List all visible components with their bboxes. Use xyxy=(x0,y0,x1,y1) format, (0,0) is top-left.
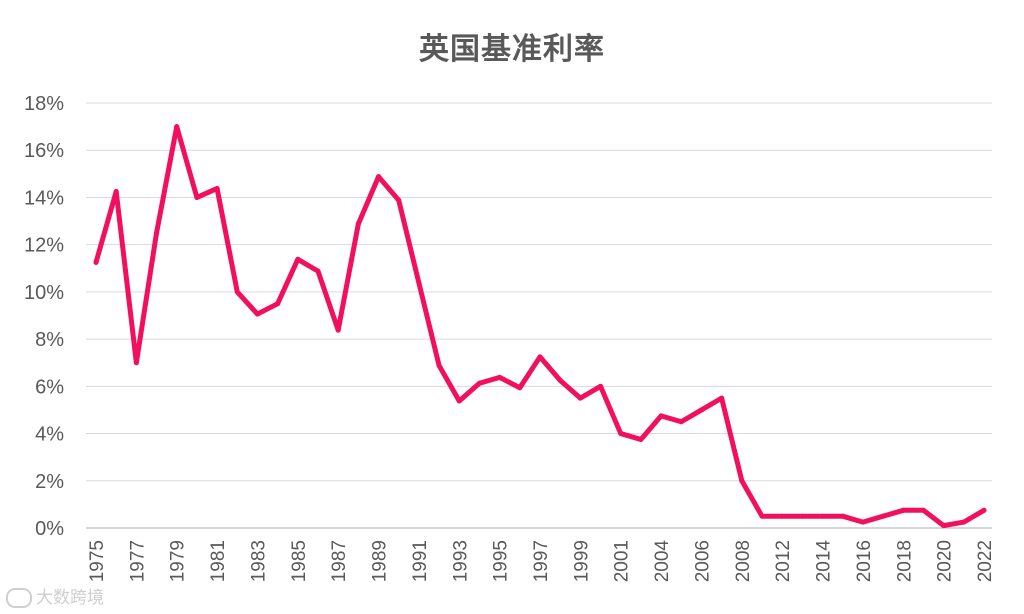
data-point xyxy=(376,174,382,180)
data-point xyxy=(900,507,906,513)
data-point xyxy=(295,256,301,262)
x-tick-label: 2006 xyxy=(692,540,713,582)
data-point xyxy=(335,327,341,333)
x-tick-label: 1983 xyxy=(248,540,269,582)
data-point xyxy=(154,230,160,236)
x-tick-label: 1997 xyxy=(531,540,552,582)
x-tick-label: 1979 xyxy=(168,540,189,582)
chart-title: 英国基准利率 xyxy=(419,32,605,67)
y-tick-label: 6% xyxy=(35,376,64,398)
data-point xyxy=(234,289,240,295)
data-point xyxy=(113,189,119,195)
x-tick-label: 1985 xyxy=(289,540,310,582)
data-point xyxy=(880,513,886,519)
y-tick-label: 2% xyxy=(35,471,64,493)
data-point xyxy=(638,436,644,442)
data-point xyxy=(698,407,704,413)
x-tick-label: 2008 xyxy=(733,540,754,582)
data-point xyxy=(719,395,725,401)
data-point xyxy=(355,221,361,227)
x-tick-label: 1987 xyxy=(329,540,350,582)
data-point xyxy=(557,377,563,383)
x-tick-label: 1995 xyxy=(491,540,512,582)
gridlines xyxy=(86,102,992,529)
x-tick-label: 1977 xyxy=(127,540,148,582)
data-point xyxy=(658,413,664,419)
watermark: 大数跨境 xyxy=(6,583,104,608)
x-tick-label: 2001 xyxy=(612,540,633,582)
data-point xyxy=(920,507,926,513)
data-point xyxy=(759,513,765,519)
x-tick-label: 1981 xyxy=(208,540,229,582)
x-tick-label: 1991 xyxy=(410,540,431,582)
data-point xyxy=(537,354,543,360)
data-point xyxy=(133,360,139,366)
data-point xyxy=(618,431,624,437)
data-point xyxy=(799,513,805,519)
data-point xyxy=(174,124,180,130)
data-point xyxy=(860,519,866,525)
data-point xyxy=(497,374,503,380)
data-point xyxy=(577,395,583,401)
x-tick-label: 2014 xyxy=(814,540,835,583)
data-point xyxy=(598,383,604,389)
data-point xyxy=(436,363,442,369)
y-axis-ticks: 0% 2% 4% 6% 8% 10% 12% 14% 16% 18% xyxy=(24,93,64,540)
data-point xyxy=(961,519,967,525)
data-point xyxy=(739,478,745,484)
x-tick-label: 1999 xyxy=(571,540,592,582)
data-point xyxy=(416,280,422,286)
data-point xyxy=(275,301,281,307)
x-tick-label: 2016 xyxy=(854,540,875,582)
x-tick-label: 2022 xyxy=(975,540,996,582)
data-point xyxy=(93,259,99,265)
y-tick-label: 14% xyxy=(24,187,64,209)
data-point xyxy=(476,380,482,386)
data-point xyxy=(254,311,260,317)
data-point xyxy=(678,419,684,425)
y-tick-label: 4% xyxy=(35,424,64,446)
x-tick-label: 2012 xyxy=(773,540,794,582)
data-point xyxy=(820,513,826,519)
x-axis-ticks: 1975 1977 1979 1981 1983 1985 1987 1989 1991 1993… xyxy=(87,540,996,583)
data-point xyxy=(456,398,462,404)
data-point xyxy=(194,194,200,200)
x-tick-label: 2004 xyxy=(652,540,673,583)
data-point xyxy=(981,507,987,513)
y-tick-label: 16% xyxy=(24,140,64,162)
x-tick-label: 1975 xyxy=(87,540,108,582)
data-point xyxy=(779,513,785,519)
data-point xyxy=(315,268,321,274)
y-tick-label: 8% xyxy=(35,329,64,351)
watermark-text: 大数跨境 xyxy=(36,588,104,608)
data-point xyxy=(840,513,846,519)
watermark-logo-icon xyxy=(6,588,32,608)
y-tick-label: 0% xyxy=(35,518,64,540)
data-point xyxy=(214,185,220,191)
y-tick-label: 18% xyxy=(24,93,64,115)
data-point xyxy=(396,197,402,203)
x-tick-label: 1993 xyxy=(450,540,471,582)
series-line xyxy=(93,124,987,529)
y-tick-label: 12% xyxy=(24,235,64,257)
series-layer xyxy=(93,124,987,529)
data-point xyxy=(941,523,947,529)
x-tick-label: 1989 xyxy=(370,540,391,582)
y-tick-label: 10% xyxy=(24,282,64,304)
x-tick-label: 2020 xyxy=(935,540,956,582)
x-tick-label: 2018 xyxy=(894,540,915,582)
data-point xyxy=(517,385,523,391)
